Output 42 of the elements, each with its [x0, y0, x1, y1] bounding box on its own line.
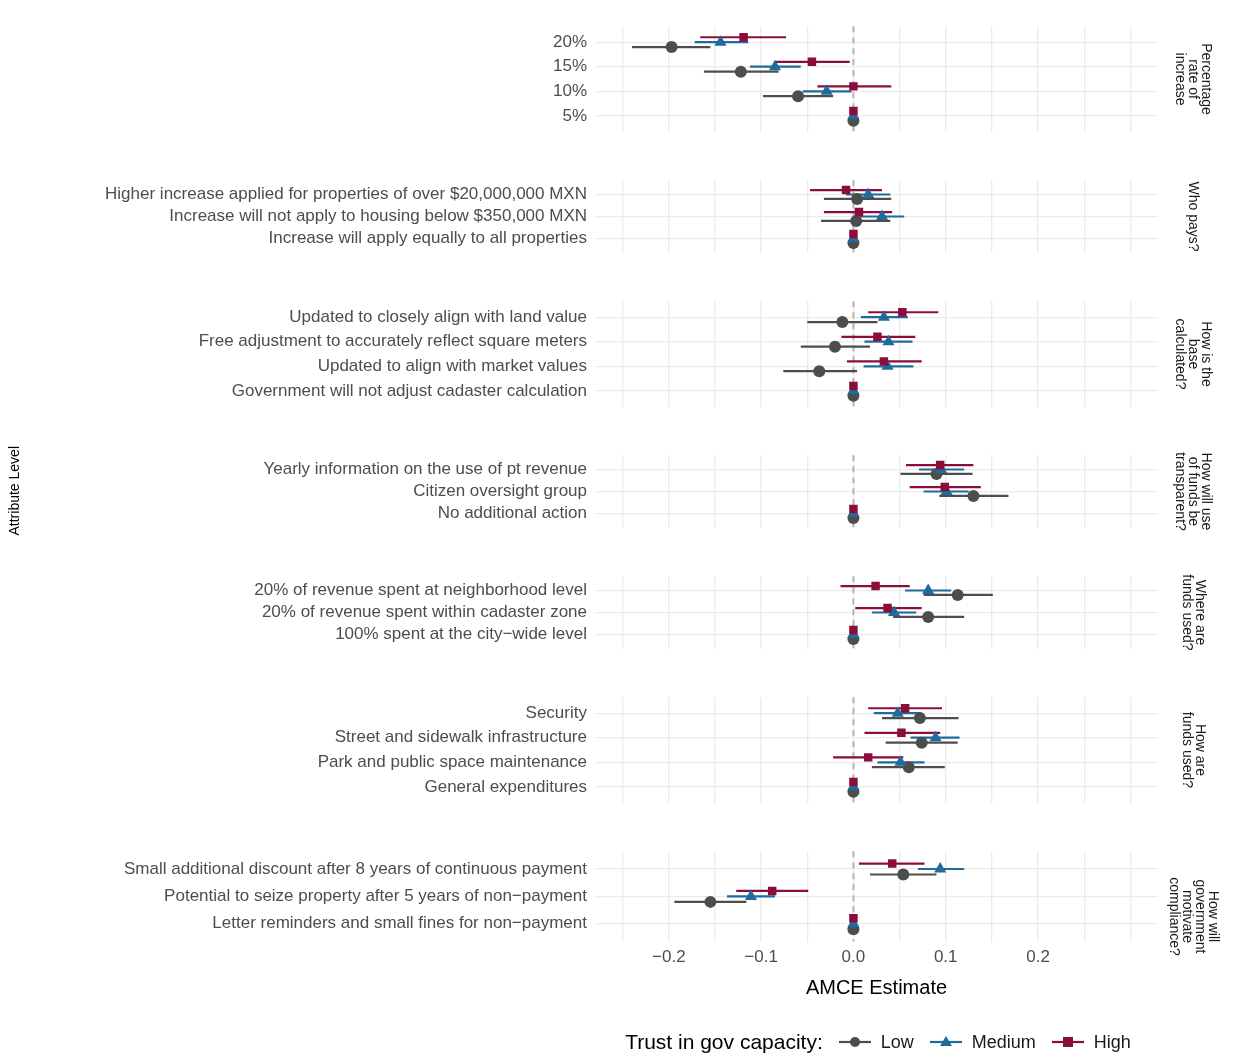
- y-tick-label: 100% spent at the city−wide level: [335, 624, 587, 644]
- x-tick-label: 0.1: [933, 947, 958, 967]
- y-tick-label: 10%: [552, 80, 587, 100]
- text: Percentage rate of increase: [1173, 43, 1216, 116]
- text: Who pays?: [1186, 181, 1203, 252]
- y-tick-label: 20% of revenue spent at neighborhood level: [254, 580, 587, 600]
- y-tick-label: Free adjustment to accurately reflect square meters: [198, 331, 587, 351]
- y-tick-label: 20%: [552, 31, 587, 51]
- legend-label: High: [1093, 1031, 1131, 1053]
- text: How will use of funds be transparent?: [1173, 452, 1216, 532]
- y-tick-label: Increase will not apply to housing below $350,000 MXN: [169, 206, 587, 226]
- y-tick-label: Higher increase applied for properties of over $20,000,000 MXN: [105, 184, 587, 204]
- legend-label: Medium: [971, 1031, 1036, 1053]
- y-tick-label: Park and public space maintenance: [317, 751, 587, 771]
- x-tick-label: 0.2: [1026, 947, 1050, 967]
- x-tick-label: −0.1: [744, 947, 778, 967]
- y-tick-label: Updated to closely align with land value: [289, 306, 587, 326]
- y-axis-title: Attribute Level: [6, 445, 22, 536]
- legend-label: Low: [880, 1031, 914, 1053]
- y-tick-label: 20% of revenue spent within cadaster zone: [261, 602, 587, 622]
- y-tick-label: Potential to seize property after 5 years of non−payment: [164, 886, 588, 906]
- x-axis-title: AMCE Estimate: [805, 975, 948, 998]
- y-tick-label: Updated to align with market values: [317, 355, 587, 375]
- y-tick-label: Letter reminders and small fines for non−payment: [212, 913, 588, 933]
- legend-title: Trust in gov capacity:: [625, 1030, 823, 1054]
- y-tick-label: Security: [525, 702, 588, 722]
- y-tick-label: Small additional discount after 8 years of continuous payment: [123, 858, 588, 878]
- text: How will government motivate compliance?: [1166, 877, 1222, 957]
- y-tick-label: No additional action: [437, 503, 587, 523]
- y-tick-label: 5%: [562, 105, 587, 125]
- y-tick-label: Citizen oversight group: [413, 481, 587, 501]
- y-tick-label: Increase will apply equally to all properties: [268, 228, 587, 248]
- x-tick-label: −0.2: [652, 947, 686, 967]
- text: How is the base calculated?: [1173, 318, 1216, 390]
- y-tick-label: Yearly information on the use of pt revenue: [263, 459, 587, 479]
- text: How are funds used?: [1179, 711, 1209, 789]
- x-tick-label: 0.0: [841, 947, 866, 967]
- y-tick-label: General expenditures: [424, 776, 587, 796]
- y-tick-label: Government will not adjust cadaster calculation: [231, 380, 587, 400]
- y-tick-label: Street and sidewalk infrastructure: [334, 727, 587, 747]
- y-tick-label: 15%: [552, 56, 587, 76]
- text: Where are funds used?: [1179, 574, 1209, 651]
